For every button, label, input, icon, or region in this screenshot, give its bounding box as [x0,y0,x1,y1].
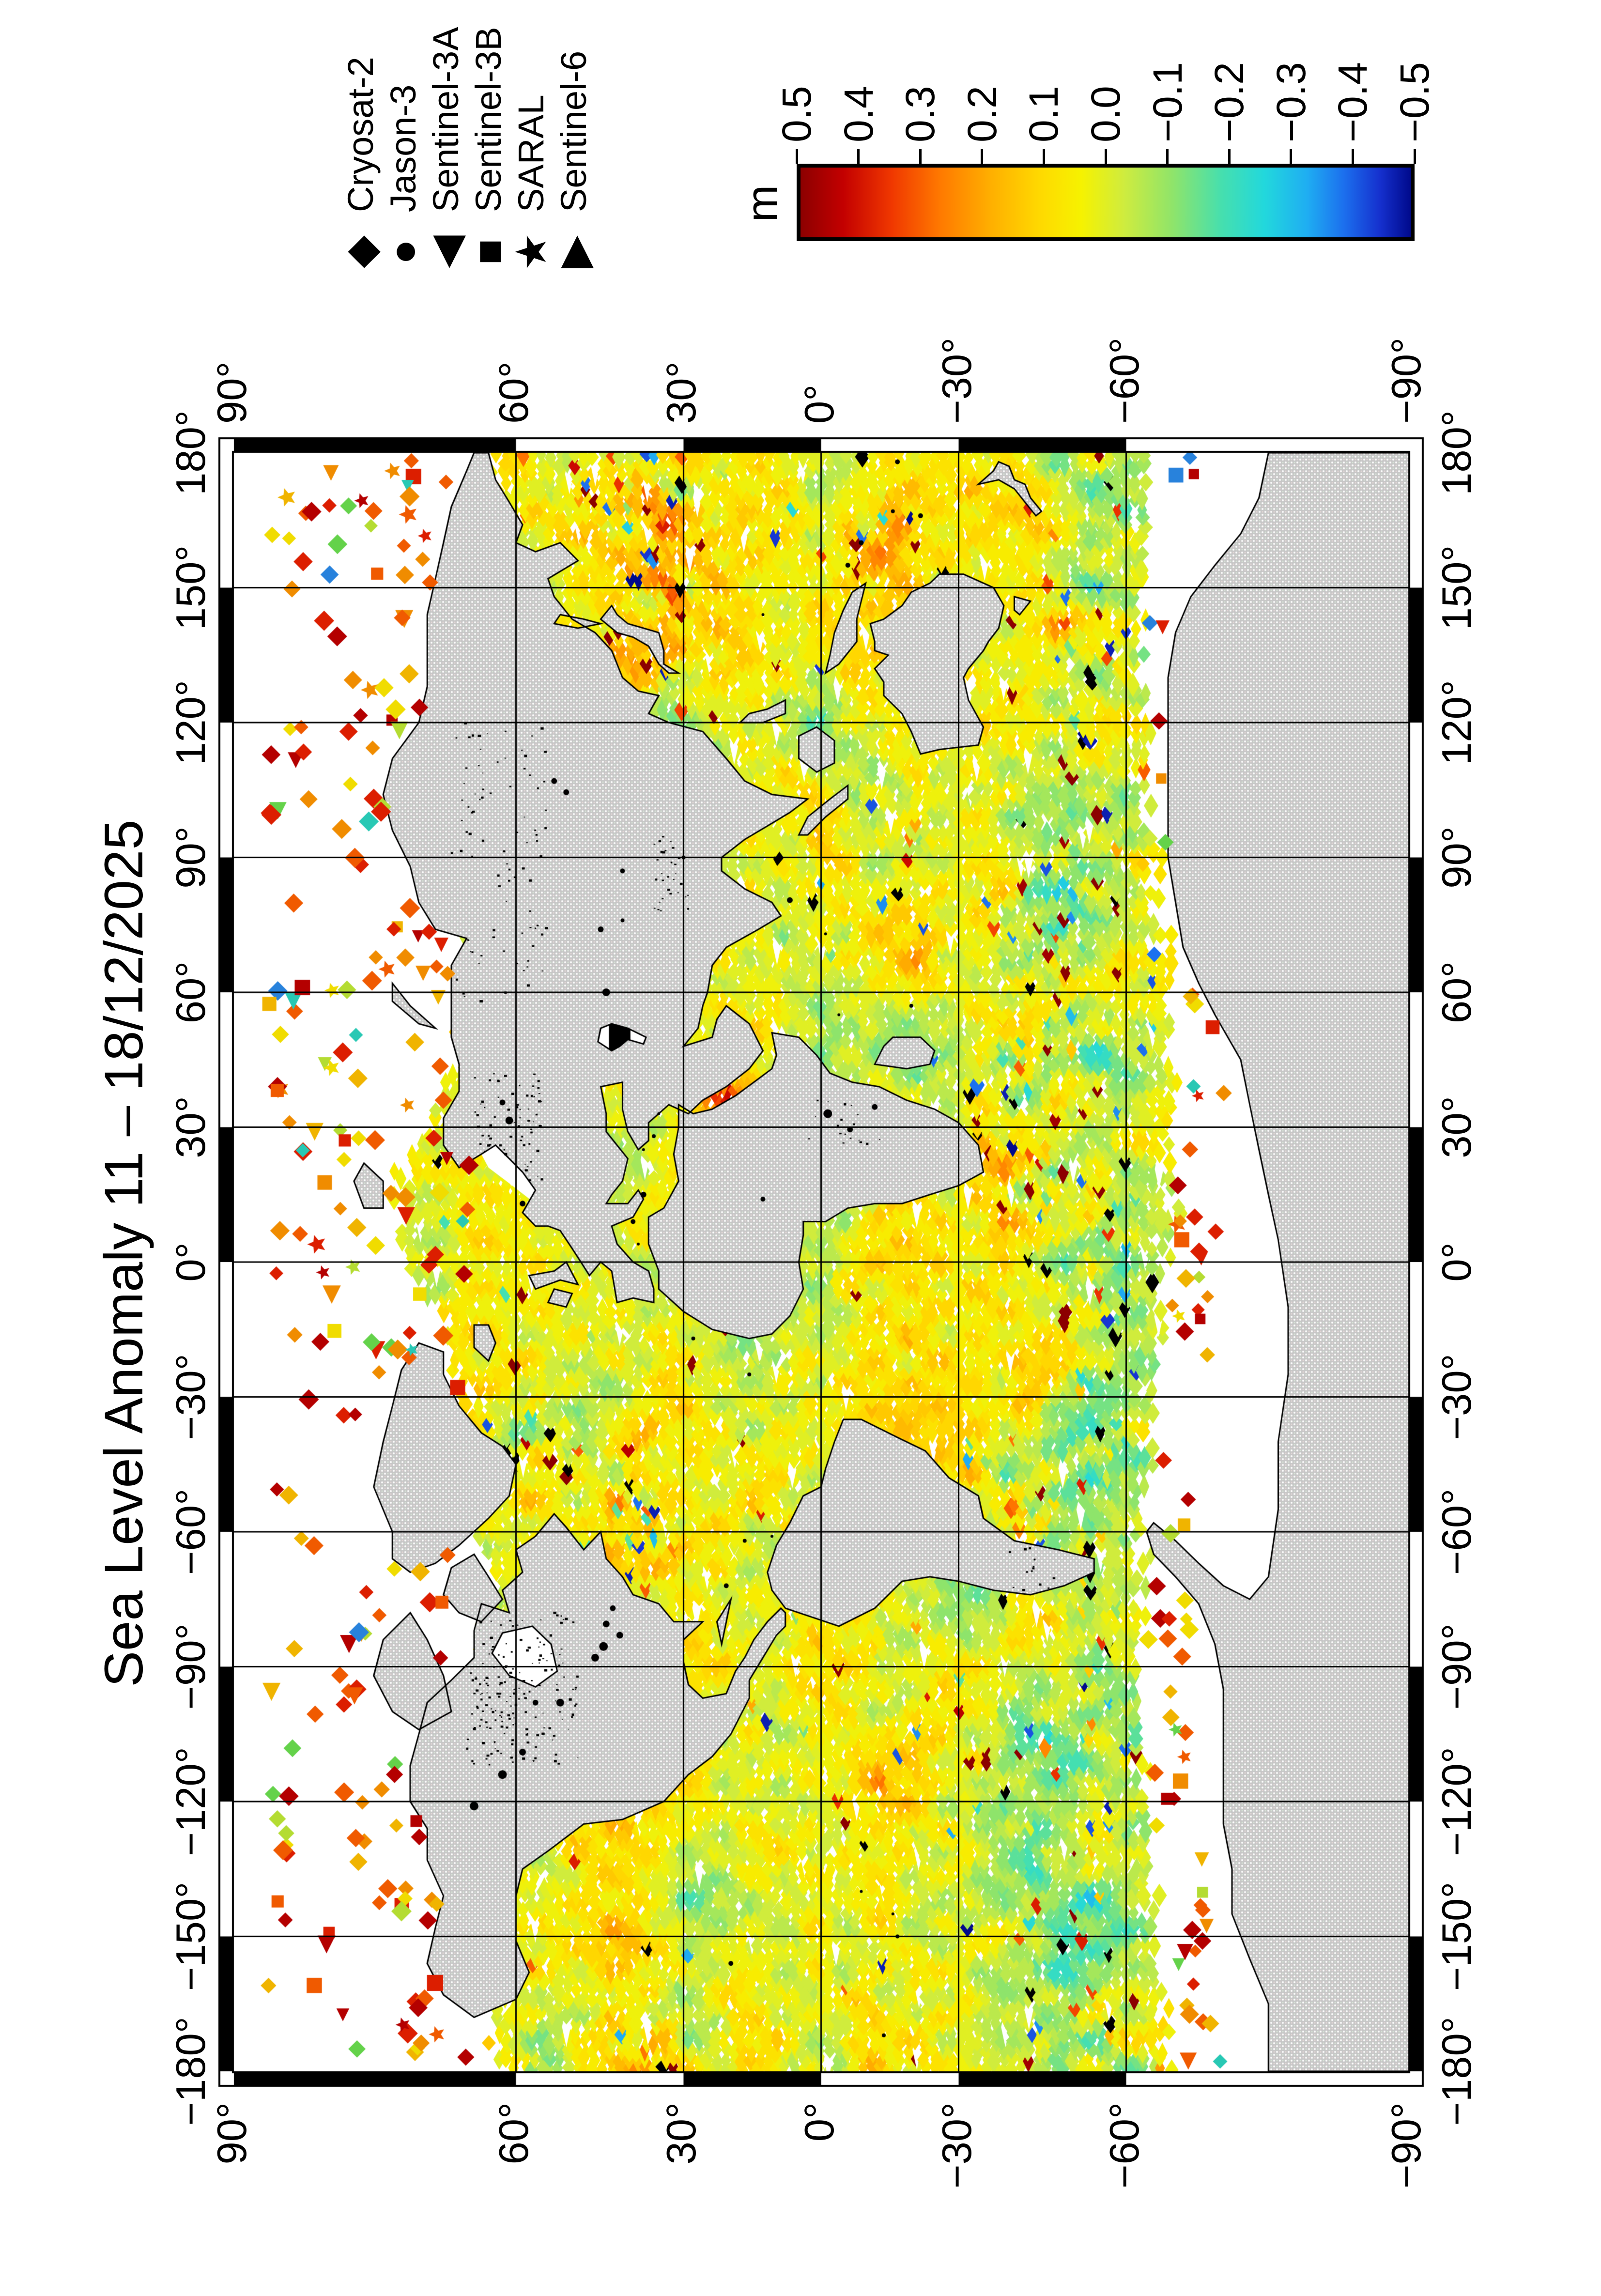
lon-tick-label-bottom: 60° [1434,961,1480,1024]
lat-tick-label-left: −90° [1384,2102,1430,2189]
colorbar-tick-label: 0.4 [835,86,881,142]
legend-entry: ◆ Cryosat-2 [337,57,385,279]
lon-tick-label-top: 90° [168,826,214,889]
colorbar-tick [1228,149,1231,164]
colorbar-tick [1351,149,1354,164]
lon-tick-label-bottom: −180° [1434,2017,1480,2126]
lon-tick-label-bottom: −30° [1434,1354,1480,1440]
lon-tick-label-bottom: 30° [1434,1096,1480,1158]
colorbar-tick-label: 0.2 [959,86,1005,142]
legend-entry: ★ SARAL [507,94,555,279]
colorbar-tick-label: 0.5 [774,86,819,142]
lat-tick-label-left: 90° [209,2102,255,2165]
square-marker-icon: ■ [464,239,512,265]
colorbar-tick-label: −0.2 [1206,62,1252,142]
lat-tick-label-left: 30° [659,2102,705,2165]
diamond-marker-icon: ◆ [337,235,385,268]
legend-entry-label: Sentinel-3B [468,27,508,212]
colorbar-tick [1290,149,1293,164]
colorbar-tick-label: 0.0 [1083,86,1128,142]
lat-tick-label-left: 60° [491,2102,538,2165]
lat-tick-label-right: −30° [934,337,980,424]
plot-title: Sea Level Anomaly 11 – 18/12/2025 [93,819,154,1687]
colorbar-gradient-bar [797,164,1415,241]
lon-tick-label-bottom: −60° [1434,1488,1480,1575]
lon-tick-label-top: 0° [168,1242,214,1282]
lon-tick-label-top: 30° [168,1096,214,1158]
legend-entry: ◀ Sentinel-3A [422,27,470,279]
lat-tick-label-right: −90° [1384,337,1430,424]
star-marker-icon: ★ [507,232,555,271]
lon-tick-label-bottom: 120° [1434,680,1480,765]
colorbar-tick [1413,149,1416,164]
colorbar-tick [857,149,860,164]
legend-entry-label: SARAL [511,94,551,212]
circle-marker-icon: ● [379,239,427,265]
lat-tick-label-right: 30° [659,361,705,424]
lon-tick-label-top: 60° [168,961,214,1024]
legend-entry: ■ Sentinel-3B [464,27,512,279]
colorbar-tick [1104,149,1107,164]
lon-tick-label-bottom: −90° [1434,1623,1480,1710]
lat-tick-label-left: −60° [1101,2102,1148,2189]
colorbar-unit-label: m [738,185,787,222]
lon-tick-label-top: 180° [168,410,214,495]
colorbar-tick-label: −0.4 [1330,62,1376,142]
lat-tick-label-right: −60° [1101,337,1148,424]
lon-tick-label-top: 150° [168,545,214,631]
lon-tick-label-bottom: 90° [1434,826,1480,889]
colorbar-tick [919,149,922,164]
lon-tick-label-bottom: 150° [1434,545,1480,631]
legend-entry-label: Jason-3 [383,84,423,212]
colorbar-tick-label: −0.1 [1144,62,1190,142]
lon-tick-label-bottom: −150° [1434,1881,1480,1991]
lon-tick-label-top: 120° [168,680,214,765]
lon-tick-label-top: −60° [168,1488,214,1575]
colorbar-tick [981,149,984,164]
lon-tick-label-top: −180° [168,2017,214,2126]
lat-tick-label-right: 90° [209,361,255,424]
triangle-right-marker-icon: ▶ [550,235,598,268]
lon-tick-label-bottom: 180° [1434,410,1480,495]
colorbar-tick-label: 0.1 [1021,86,1067,142]
colorbar-tick [795,149,798,164]
colorbar-tick-label: −0.5 [1392,62,1437,142]
legend-entry-label: Sentinel-6 [554,50,594,212]
lon-tick-label-bottom: 0° [1434,1242,1480,1282]
lon-tick-label-top: −30° [168,1354,214,1440]
lon-tick-label-top: −90° [168,1623,214,1710]
lon-tick-label-bottom: −120° [1434,1747,1480,1856]
colorbar-tick-label: 0.3 [897,86,943,142]
lon-tick-label-top: −150° [168,1881,214,1991]
colorbar-tick [1042,149,1045,164]
lat-tick-label-right: 0° [796,384,843,424]
triangle-left-marker-icon: ◀ [422,235,470,268]
legend-entry-label: Cryosat-2 [340,57,381,212]
lon-tick-label-top: −120° [168,1747,214,1856]
legend-entry: ● Jason-3 [379,84,427,279]
colorbar-tick [1166,149,1169,164]
legend-entry: ▶ Sentinel-6 [550,50,598,279]
lat-tick-label-left: 0° [796,2102,843,2142]
legend-entry-label: Sentinel-3A [426,27,466,212]
lat-tick-label-left: −30° [934,2102,980,2189]
colorbar-tick-label: −0.3 [1268,62,1314,142]
